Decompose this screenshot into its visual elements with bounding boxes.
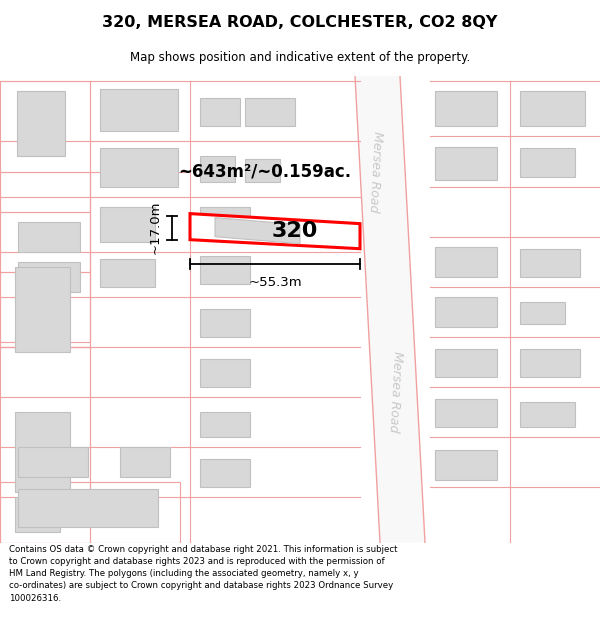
Bar (200, 98, 240, 126)
Bar (435, 297, 497, 327)
Text: ~643m²/~0.159ac.: ~643m²/~0.159ac. (178, 162, 352, 181)
Bar (520, 402, 575, 428)
Text: Mersea Road: Mersea Road (367, 131, 383, 212)
Bar (200, 256, 250, 284)
Bar (200, 309, 250, 337)
Bar (520, 302, 565, 324)
Bar (17, 91, 65, 156)
Bar (100, 89, 178, 131)
Bar (18, 448, 88, 478)
Bar (200, 459, 250, 488)
Bar (520, 149, 575, 176)
Text: Mersea Road: Mersea Road (386, 351, 404, 433)
Bar (18, 262, 80, 292)
Bar (245, 159, 280, 181)
Text: ~17.0m: ~17.0m (149, 201, 162, 254)
Bar (200, 156, 235, 181)
Bar (18, 222, 80, 252)
Bar (200, 359, 250, 387)
Bar (100, 259, 155, 287)
Bar (435, 247, 497, 277)
Text: 320, MERSEA ROAD, COLCHESTER, CO2 8QY: 320, MERSEA ROAD, COLCHESTER, CO2 8QY (103, 16, 497, 31)
Bar (520, 249, 580, 277)
Bar (435, 399, 497, 428)
Text: 320: 320 (272, 221, 318, 241)
Polygon shape (355, 76, 425, 542)
Bar (200, 207, 250, 237)
Bar (200, 412, 250, 437)
Bar (100, 207, 155, 242)
Bar (15, 267, 70, 352)
Text: Contains OS data © Crown copyright and database right 2021. This information is : Contains OS data © Crown copyright and d… (9, 545, 398, 602)
Bar (245, 98, 295, 126)
Bar (15, 412, 70, 492)
Bar (435, 91, 497, 126)
Text: Map shows position and indicative extent of the property.: Map shows position and indicative extent… (130, 51, 470, 64)
Polygon shape (190, 214, 360, 249)
Bar (520, 349, 580, 377)
Bar (15, 498, 60, 532)
Bar (520, 91, 585, 126)
Bar (100, 149, 178, 186)
Bar (435, 349, 497, 377)
Bar (435, 148, 497, 179)
Bar (18, 489, 158, 528)
Polygon shape (215, 217, 300, 244)
Text: ~55.3m: ~55.3m (248, 276, 302, 289)
Bar (435, 450, 497, 481)
Bar (120, 448, 170, 478)
